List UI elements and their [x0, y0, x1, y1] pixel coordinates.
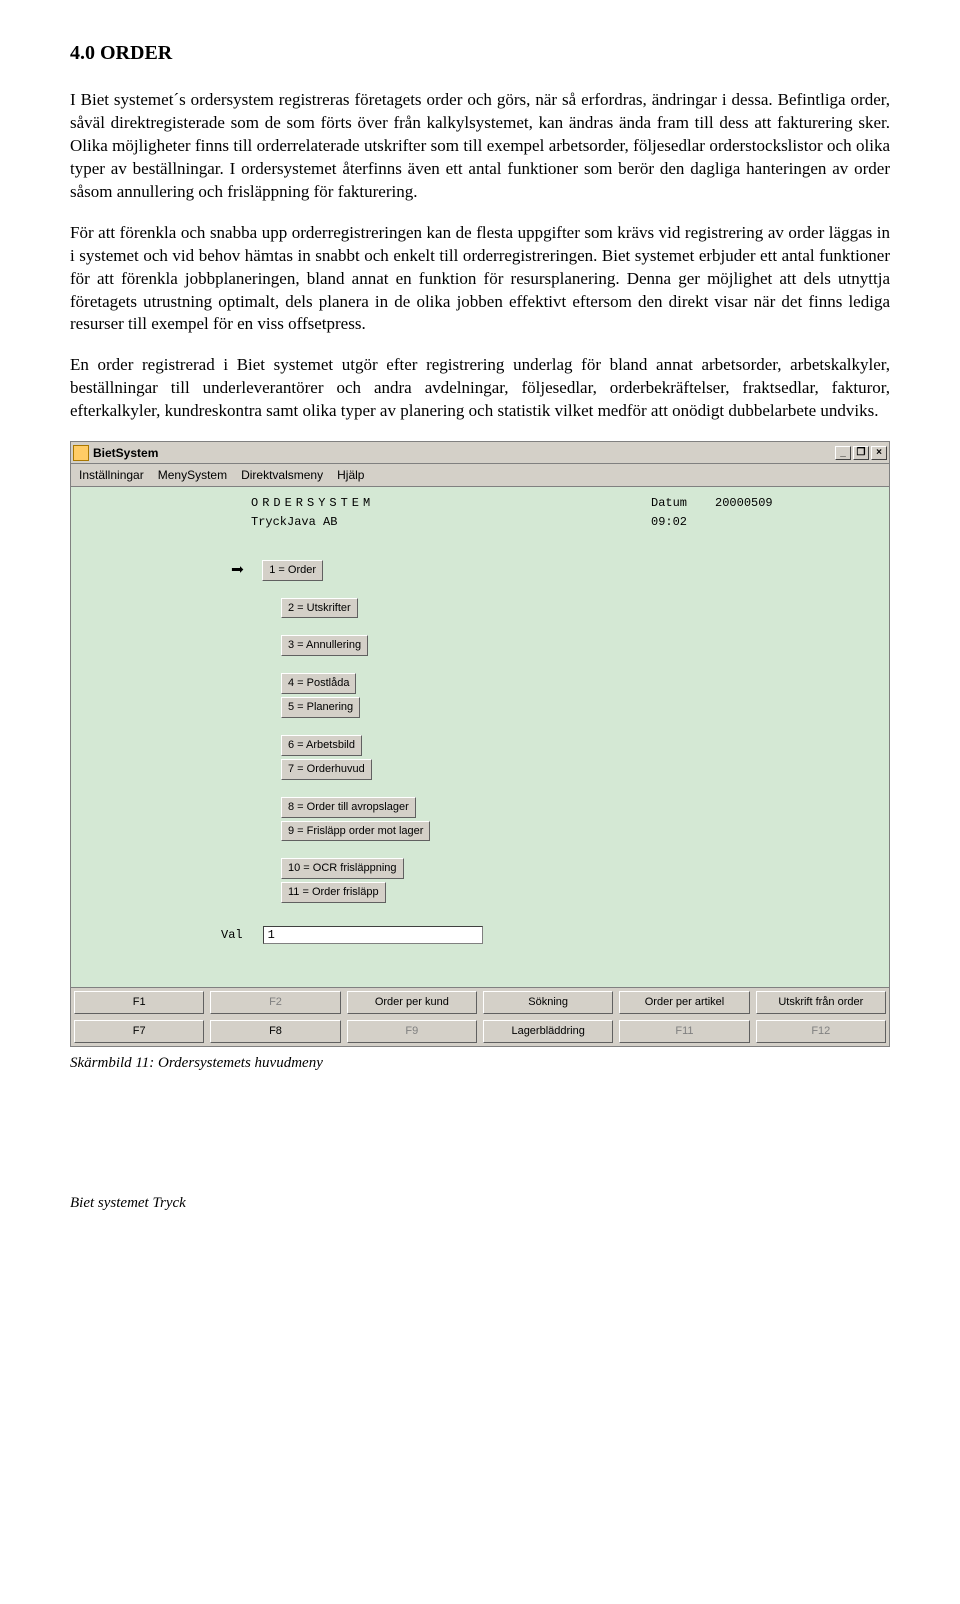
maximize-button[interactable]: ❐ [853, 446, 869, 460]
menu-option-7[interactable]: 7 = Orderhuvud [281, 759, 372, 780]
fkey-f8[interactable]: F8 [210, 1020, 340, 1043]
fkey-f1[interactable]: F1 [74, 991, 204, 1014]
section-heading: 4.0 ORDER [70, 40, 890, 67]
menu-option-2[interactable]: 2 = Utskrifter [281, 598, 358, 619]
menu-option-5[interactable]: 5 = Planering [281, 697, 360, 718]
menu-option-10[interactable]: 10 = OCR frisläppning [281, 858, 404, 879]
fkey-f4[interactable]: Sökning [483, 991, 613, 1014]
paragraph-3: En order registrerad i Biet systemet utg… [70, 354, 890, 423]
system-label: ORDERSYSTEM [251, 495, 651, 511]
date-label: Datum [651, 495, 687, 511]
time-value: 09:02 [651, 514, 687, 530]
app-body: ORDERSYSTEM Datum 20000509 TryckJava AB … [71, 487, 889, 987]
fkey-bar: F1 F2 Order per kund Sökning Order per a… [71, 987, 889, 1046]
arrow-icon: ➡ [231, 561, 244, 583]
val-label: Val [221, 927, 243, 943]
menu-hjalp[interactable]: Hjälp [337, 467, 364, 483]
paragraph-1: I Biet systemet´s ordersystem registrera… [70, 89, 890, 204]
val-input[interactable] [263, 926, 483, 944]
fkey-f2[interactable]: F2 [210, 991, 340, 1014]
menu-option-8[interactable]: 8 = Order till avropslager [281, 797, 416, 818]
menu-option-11[interactable]: 11 = Order frisläpp [281, 882, 386, 903]
menu-installningar[interactable]: Inställningar [79, 467, 144, 483]
menu-menysystem[interactable]: MenySystem [158, 467, 227, 483]
titlebar: BietSystem _ ❐ × [71, 442, 889, 464]
fkey-f5[interactable]: Order per artikel [619, 991, 749, 1014]
menubar: Inställningar MenySystem Direktvalsmeny … [71, 464, 889, 487]
embedded-screenshot: BietSystem _ ❐ × Inställningar MenySyste… [70, 441, 890, 1073]
menu-option-9[interactable]: 9 = Frisläpp order mot lager [281, 821, 430, 842]
menu-option-1[interactable]: 1 = Order [262, 560, 323, 581]
minimize-button[interactable]: _ [835, 446, 851, 460]
fkey-f11[interactable]: F11 [619, 1020, 749, 1043]
app-icon [73, 445, 89, 461]
fkey-f10[interactable]: Lagerbläddring [483, 1020, 613, 1043]
window-title: BietSystem [93, 445, 835, 461]
figure-caption: Skärmbild 11: Ordersystemets huvudmeny [70, 1053, 890, 1073]
fkey-f9[interactable]: F9 [347, 1020, 477, 1043]
company-name: TryckJava AB [251, 514, 651, 530]
page-footer: Biet systemet Tryck [70, 1193, 890, 1213]
fkey-f12[interactable]: F12 [756, 1020, 886, 1043]
menu-option-6[interactable]: 6 = Arbetsbild [281, 735, 362, 756]
fkey-f3[interactable]: Order per kund [347, 991, 477, 1014]
fkey-f6[interactable]: Utskrift från order [756, 991, 886, 1014]
menu-direktvalsmeny[interactable]: Direktvalsmeny [241, 467, 323, 483]
menu-option-3[interactable]: 3 = Annullering [281, 635, 368, 656]
close-button[interactable]: × [871, 446, 887, 460]
menu-option-4[interactable]: 4 = Postlåda [281, 673, 356, 694]
app-window: BietSystem _ ❐ × Inställningar MenySyste… [70, 441, 890, 1047]
paragraph-2: För att förenkla och snabba upp orderreg… [70, 222, 890, 337]
fkey-f7[interactable]: F7 [74, 1020, 204, 1043]
date-value: 20000509 [715, 495, 773, 511]
